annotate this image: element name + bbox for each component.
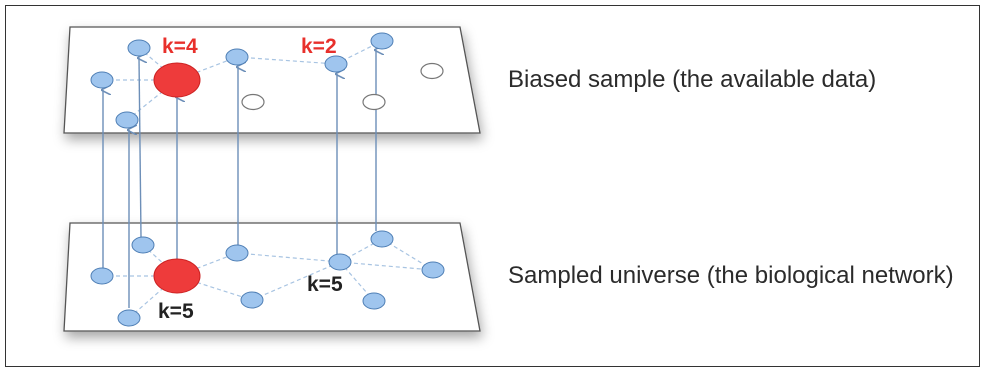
node [225, 48, 249, 66]
bottom-layer-nodes [90, 230, 445, 327]
top-edge [126, 79, 178, 121]
degree-label-top-second: k=2 [301, 35, 337, 58]
bottom-edge [236, 252, 341, 263]
degree-label-bottom-hub: k=5 [158, 300, 194, 323]
unsampled-node [362, 93, 386, 111]
bottom-edge [176, 275, 253, 301]
node [90, 71, 114, 89]
node [115, 111, 139, 129]
node [117, 309, 141, 327]
hub-node [153, 62, 201, 98]
node [324, 55, 348, 73]
node [90, 267, 114, 285]
arrow-up-icon [139, 58, 141, 238]
node [328, 253, 352, 271]
bottom-layer-caption: Sampled universe (the biological network… [508, 262, 954, 289]
top-layer-caption: Biased sample (the available data) [508, 66, 877, 93]
bottom-edge [128, 275, 178, 319]
node [225, 244, 249, 262]
degree-label-bottom-second: k=5 [307, 273, 343, 296]
node [370, 230, 394, 248]
node [421, 261, 445, 279]
node [370, 32, 394, 50]
hub-node [153, 258, 201, 294]
bottom-edge [339, 261, 434, 271]
node [240, 291, 264, 309]
node [131, 236, 155, 254]
top-edge [236, 56, 337, 65]
sampling-arrows [103, 50, 376, 308]
bottom-edge [251, 261, 341, 301]
outer-border [5, 5, 980, 367]
unsampled-node [241, 93, 265, 111]
degree-label-top-hub: k=4 [162, 35, 198, 58]
top-layer-nodes [90, 32, 444, 129]
node [362, 292, 386, 310]
unsampled-node [420, 62, 444, 80]
node [127, 39, 151, 57]
